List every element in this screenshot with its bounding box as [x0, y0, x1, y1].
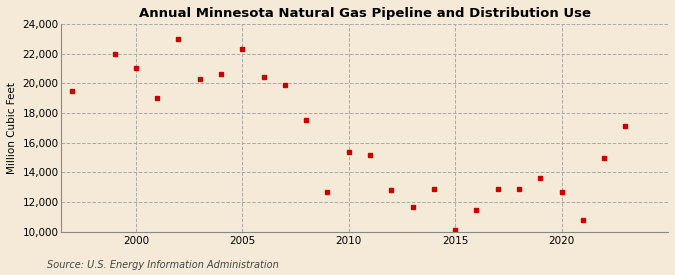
Text: Source: U.S. Energy Information Administration: Source: U.S. Energy Information Administ…: [47, 260, 279, 270]
Y-axis label: Million Cubic Feet: Million Cubic Feet: [7, 82, 17, 174]
Title: Annual Minnesota Natural Gas Pipeline and Distribution Use: Annual Minnesota Natural Gas Pipeline an…: [139, 7, 591, 20]
